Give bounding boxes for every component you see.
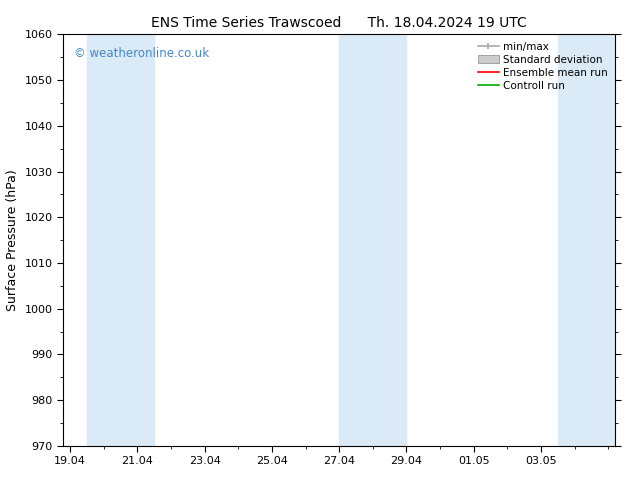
Y-axis label: Surface Pressure (hPa): Surface Pressure (hPa) — [6, 169, 19, 311]
Bar — [558, 34, 625, 446]
Text: © weatheronline.co.uk: © weatheronline.co.uk — [74, 47, 210, 60]
Bar — [339, 34, 406, 446]
Title: ENS Time Series Trawscoed      Th. 18.04.2024 19 UTC: ENS Time Series Trawscoed Th. 18.04.2024… — [152, 16, 527, 30]
Bar — [87, 34, 154, 446]
Legend: min/max, Standard deviation, Ensemble mean run, Controll run: min/max, Standard deviation, Ensemble me… — [476, 40, 610, 93]
